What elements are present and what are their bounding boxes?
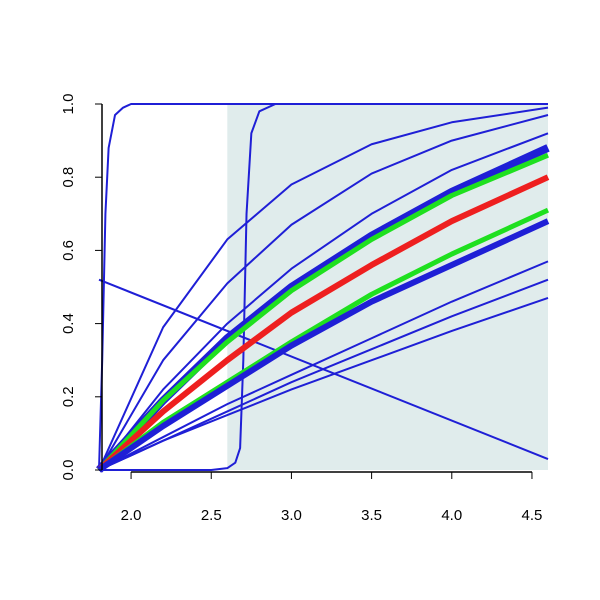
series-line	[97, 207, 550, 473]
series-line	[99, 103, 548, 471]
x-tick-label: 2.0	[121, 507, 142, 524]
series-line	[98, 114, 549, 471]
y-tick-label: 0.2	[60, 386, 77, 407]
x-tick-label: 3.5	[361, 507, 382, 524]
y-tick-label: 0.4	[60, 313, 77, 334]
series-line	[98, 106, 549, 471]
x-tick-label: 3.0	[281, 507, 302, 524]
series-line	[98, 297, 549, 471]
x-tick-label: 4.0	[441, 507, 462, 524]
series-line	[98, 132, 549, 471]
x-tick-label: 2.5	[201, 507, 222, 524]
series-line	[98, 260, 549, 471]
y-tick-label: 1.0	[60, 94, 77, 115]
y-tick-label: 0.6	[60, 240, 77, 261]
y-tick-label: 0.0	[60, 460, 77, 481]
series-line	[97, 152, 549, 472]
y-tick-label: 0.8	[60, 167, 77, 188]
x-tick-label: 4.5	[522, 507, 543, 524]
series-line	[96, 174, 550, 473]
series-line	[97, 218, 550, 473]
